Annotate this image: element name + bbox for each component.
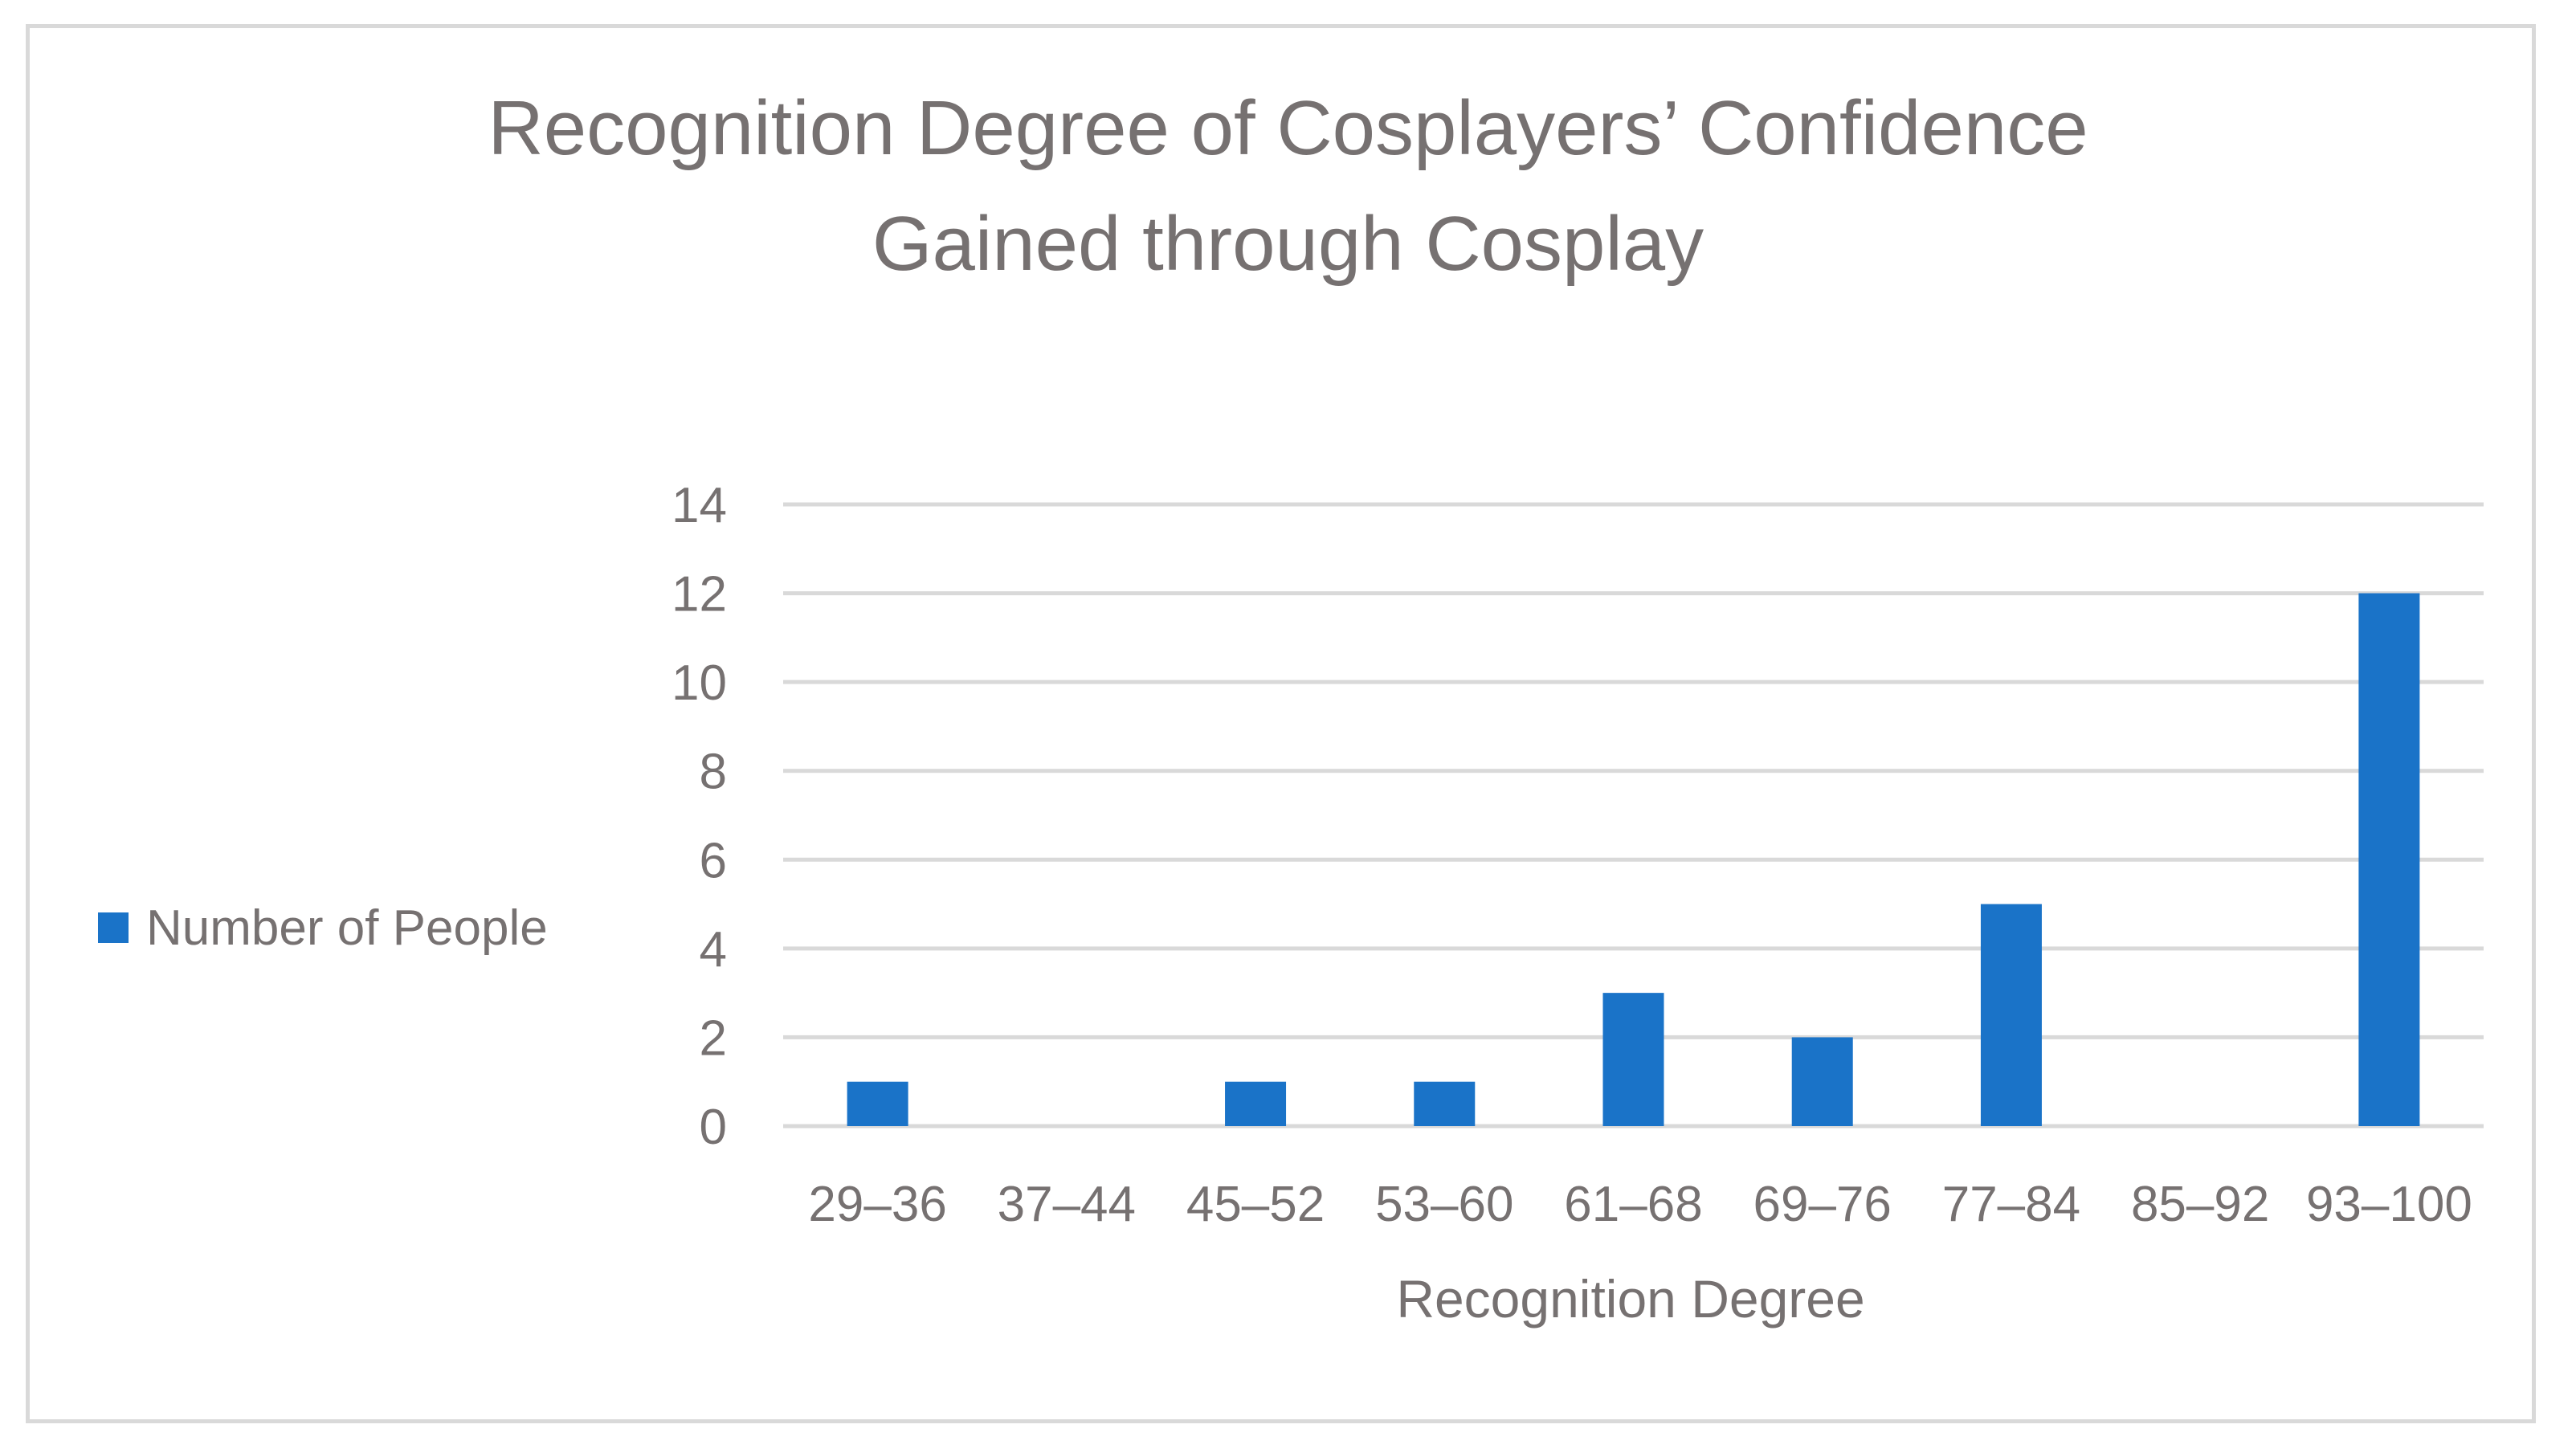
gridlines xyxy=(783,502,2484,1129)
legend-label: Number of People xyxy=(146,900,548,956)
y-tick-label: 0 xyxy=(700,1100,727,1155)
x-tick-label: 29–36 xyxy=(808,1177,946,1232)
y-axis-ticks: 0 2 4 6 8 10 12 14 xyxy=(672,478,727,1155)
bar-93–100 xyxy=(2358,593,2420,1126)
bar-45–52 xyxy=(1225,1081,1287,1126)
chart-frame xyxy=(26,24,2536,1423)
bar-69–76 xyxy=(1791,1037,1853,1126)
y-tick-label: 12 xyxy=(672,567,727,622)
legend-swatch xyxy=(98,912,129,943)
bar-61–68 xyxy=(1602,993,1664,1126)
bars xyxy=(847,593,2420,1126)
y-tick-label: 14 xyxy=(672,478,727,533)
x-tick-label: 61–68 xyxy=(1564,1177,1702,1232)
chart-title-line-2: Gained through Cosplay xyxy=(872,201,1704,287)
x-tick-label: 69–76 xyxy=(1753,1177,1892,1232)
y-tick-label: 2 xyxy=(700,1010,727,1066)
y-tick-label: 4 xyxy=(700,922,727,978)
x-tick-label: 77–84 xyxy=(1942,1177,2080,1232)
x-tick-label: 85–92 xyxy=(2131,1177,2269,1232)
bar-53–60 xyxy=(1414,1081,1476,1126)
chart-title: Recognition Degree of Cosplayers’ Confid… xyxy=(0,71,2576,302)
y-tick-label: 8 xyxy=(700,745,727,800)
x-tick-label: 45–52 xyxy=(1186,1177,1325,1232)
bar-77–84 xyxy=(1980,904,2042,1126)
legend: Number of People xyxy=(98,896,548,960)
x-tick-label: 93–100 xyxy=(2306,1177,2472,1232)
x-tick-label: 37–44 xyxy=(998,1177,1136,1232)
bar-29–36 xyxy=(847,1081,908,1126)
y-tick-label: 6 xyxy=(700,833,727,888)
y-tick-label: 10 xyxy=(672,655,727,711)
x-axis-ticks: 29–36 37–44 45–52 53–60 61–68 69–76 77–84 85–92… xyxy=(808,1177,2472,1232)
x-tick-label: 53–60 xyxy=(1375,1177,1513,1232)
chart-title-line-1: Recognition Degree of Cosplayers’ Confid… xyxy=(488,85,2088,171)
x-axis-title: Recognition Degree xyxy=(1396,1269,1864,1329)
